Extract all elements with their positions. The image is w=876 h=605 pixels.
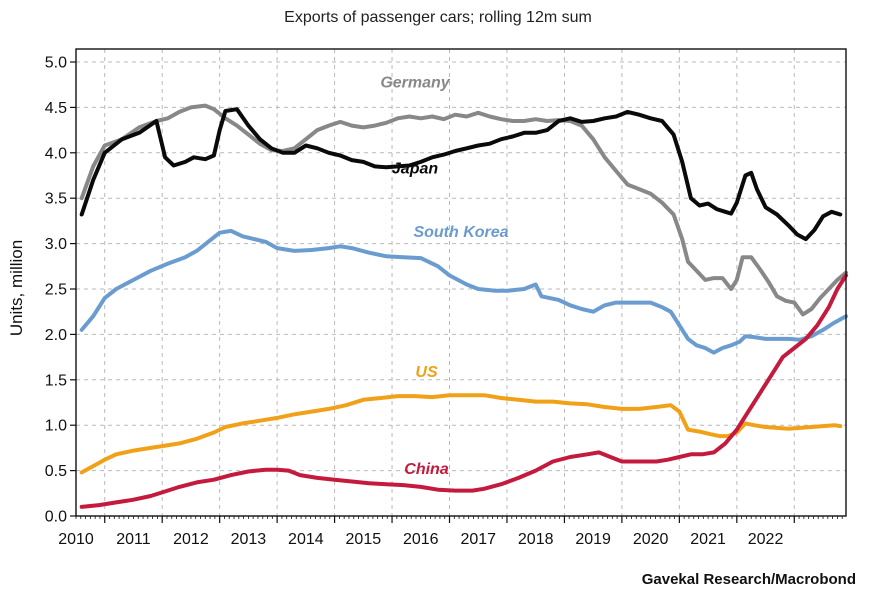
source-note: Gavekal Research/Macrobond: [642, 571, 856, 588]
series-line-us: [79, 393, 843, 475]
x-tick-label: 2020: [633, 531, 669, 548]
y-axis-ticks: 0.0 0.5 1.0 1.5 2.0 2.5 3.0 3.5 4.0 4.5 5.0: [45, 55, 76, 526]
y-tick-label: 2.0: [45, 327, 67, 344]
x-tick-label: 2012: [173, 531, 209, 548]
x-tick-label: 2019: [575, 531, 611, 548]
y-tick-label: 3.5: [45, 191, 67, 208]
series-label-china: China: [404, 461, 449, 478]
x-tick-label: 2017: [460, 531, 496, 548]
series-label-south-korea: South Korea: [413, 224, 508, 241]
x-tick-label: 2015: [346, 531, 382, 548]
plot-frame: [75, 48, 847, 517]
y-tick-label: 0.0: [45, 509, 67, 526]
x-tick-label: 2018: [518, 531, 554, 548]
series-line-japan: [79, 107, 843, 242]
x-axis-ticks: 2010 2011 2012 2013 2014 2015 2016 2017 2018 2019…: [58, 516, 843, 548]
chart-title: Exports of passenger cars; rolling 12m s…: [284, 9, 592, 26]
series-label-japan: Japan: [392, 161, 438, 178]
series-label-germany: Germany: [380, 74, 450, 91]
y-tick-label: 3.0: [45, 236, 67, 253]
y-tick-label: 4.5: [45, 100, 67, 117]
x-tick-label: 2022: [748, 531, 784, 548]
series-line-south-korea: [79, 228, 848, 355]
x-tick-label: 2011: [116, 531, 151, 548]
y-tick-label: 2.5: [45, 282, 67, 299]
y-tick-label: 5.0: [45, 55, 67, 72]
x-tick-label: 2016: [403, 531, 439, 548]
y-tick-label: 1.0: [45, 418, 67, 435]
x-tick-label: 2010: [58, 531, 94, 548]
y-tick-label: 0.5: [45, 463, 67, 480]
x-tick-label: 2021: [690, 531, 726, 548]
series-labels: Germany Japan South Korea US China: [380, 74, 508, 478]
y-tick-label: 1.5: [45, 372, 67, 389]
x-tick-label: 2014: [288, 531, 324, 548]
y-tick-label: 4.0: [45, 145, 67, 162]
series-label-us: US: [415, 364, 438, 381]
x-tick-label: 2013: [231, 531, 267, 548]
y-axis-label: Units, million: [7, 240, 26, 336]
series-line-china: [79, 273, 848, 509]
series-line-germany: [79, 103, 848, 317]
series-lines: [79, 103, 848, 509]
